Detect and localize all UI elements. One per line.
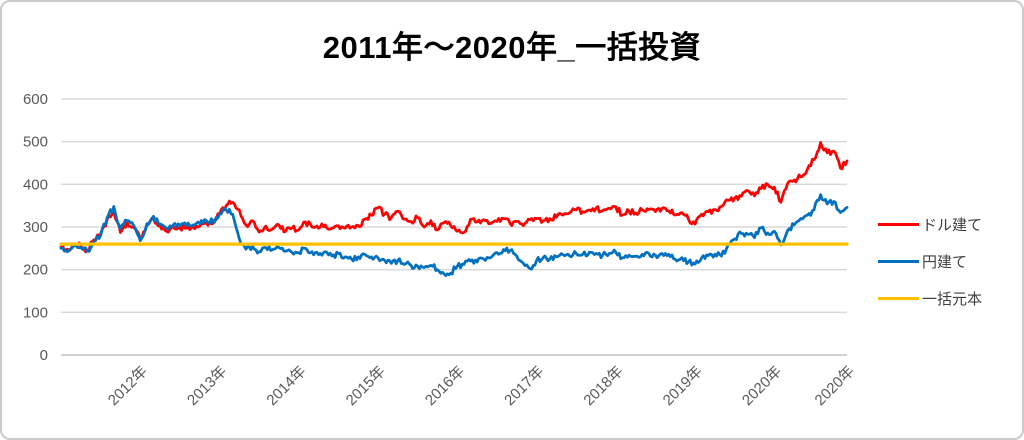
legend-label-principal: 一括元本 [922,291,983,308]
x-axis-tick-label: 2017年 [501,363,547,409]
legend-item-dollar: ドル建て [878,206,982,243]
legend-item-yen: 円建て [878,243,982,280]
x-axis-tick-label: 2016年 [422,363,468,409]
x-axis-tick-label: 2020年 [812,363,858,409]
x-axis-tick-label: 2012年 [105,363,151,409]
legend-swatch-yen-line [878,260,919,263]
series-line-yen [59,193,849,277]
y-axis-tick-label: 300 [23,219,48,236]
y-axis-tick-label: 400 [23,176,48,193]
x-axis-tick-label: 2013年 [184,363,230,409]
y-axis-tick-label: 600 [23,91,48,108]
legend: ドル建て 円建て 一括元本 [878,206,982,317]
legend-swatch-dollar-line [878,223,919,226]
x-axis-tick-label: 2019年 [660,363,706,409]
x-axis-tick-label: 2015年 [343,363,389,409]
legend-item-principal: 一括元本 [878,280,982,317]
chart-title: 2011年～2020年_一括投資 [322,30,702,65]
series-line-dollar [59,141,849,254]
legend-swatch-principal-line [878,297,919,300]
x-axis-tick-label: 2018年 [580,363,626,409]
legend-label-dollar: ドル建て [922,217,983,234]
x-axis-tick-label: 2014年 [263,363,309,409]
y-axis-tick-label: 100 [23,304,48,321]
legend-label-yen: 円建て [922,254,968,271]
y-axis-tick-label: 200 [23,262,48,279]
y-axis-tick-label: 500 [23,134,48,151]
x-axis-tick-label: 2020年 [739,363,785,409]
y-axis-tick-label: 0 [40,347,48,364]
